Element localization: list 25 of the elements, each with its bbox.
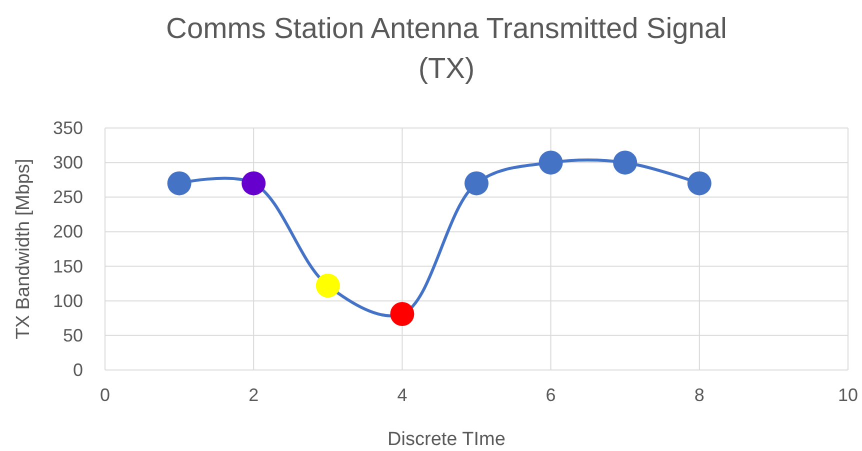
y-tick-label: 250 xyxy=(52,187,83,208)
y-tick-label: 350 xyxy=(52,118,83,138)
point xyxy=(390,302,414,326)
point xyxy=(242,171,266,196)
y-tick-label: 50 xyxy=(62,325,83,346)
y-tick-label: 150 xyxy=(52,256,83,276)
x-tick-label: 2 xyxy=(248,385,259,405)
y-tick-label: 300 xyxy=(52,152,83,173)
point xyxy=(316,274,340,298)
x-tick-label: 4 xyxy=(397,385,408,405)
x-tick-label: 8 xyxy=(694,385,704,405)
y-tick-label: 200 xyxy=(52,222,83,242)
point xyxy=(464,171,488,196)
point xyxy=(538,150,563,175)
x-tick-label: 10 xyxy=(838,385,858,405)
x-axis-title: Discrete TIme xyxy=(388,429,506,450)
chart-title: Comms Station Antenna Transmitted Signal (TX) xyxy=(166,13,727,85)
point xyxy=(167,171,192,196)
x-tick-label: 0 xyxy=(100,385,110,405)
y-tick-label: 0 xyxy=(72,360,83,380)
y-axis-title: TX Bandwidth [Mbps] xyxy=(13,158,34,340)
point xyxy=(613,150,638,175)
point xyxy=(687,171,712,196)
x-tick-label: 6 xyxy=(546,385,556,405)
y-tick-label: 100 xyxy=(52,290,83,311)
